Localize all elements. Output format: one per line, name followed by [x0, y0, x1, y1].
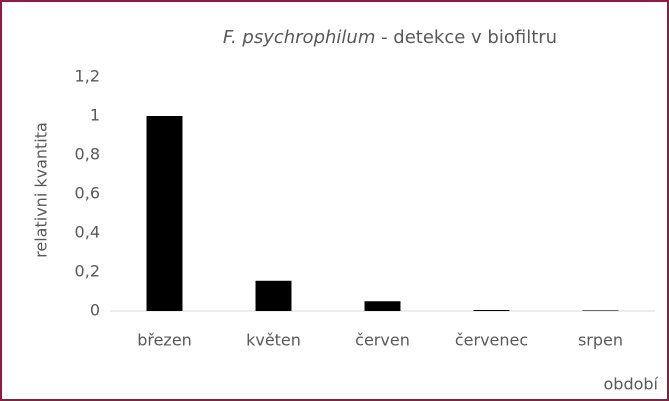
bar: [364, 301, 401, 311]
y-tick-label: 0,6: [75, 184, 100, 203]
x-tick-label: květen: [246, 331, 301, 350]
y-tick-label: 0: [90, 301, 100, 320]
y-tick-label: 1,2: [75, 67, 100, 86]
x-tick-label: srpen: [578, 331, 623, 350]
bar: [146, 116, 183, 311]
title-text: - detekce v biofiltru: [375, 27, 557, 48]
x-axis-label: období: [604, 375, 659, 394]
y-tick-label: 0,2: [75, 262, 100, 281]
x-tick-label: červen: [355, 331, 410, 350]
bar: [473, 310, 510, 311]
y-tick-label: 1: [90, 106, 100, 125]
x-tick-label: červenec: [455, 331, 528, 350]
y-tick-label: 0,4: [75, 223, 100, 242]
bar: [255, 280, 292, 311]
x-tick-label: březen: [137, 331, 192, 350]
y-tick-label: 0,8: [75, 145, 100, 164]
bar: [582, 310, 619, 311]
title-italic: F. psychrophilum: [223, 27, 375, 48]
y-axis-label: relativni kvantita: [32, 122, 51, 258]
chart-title: F. psychrophilum - detekce v biofiltru: [223, 27, 557, 48]
